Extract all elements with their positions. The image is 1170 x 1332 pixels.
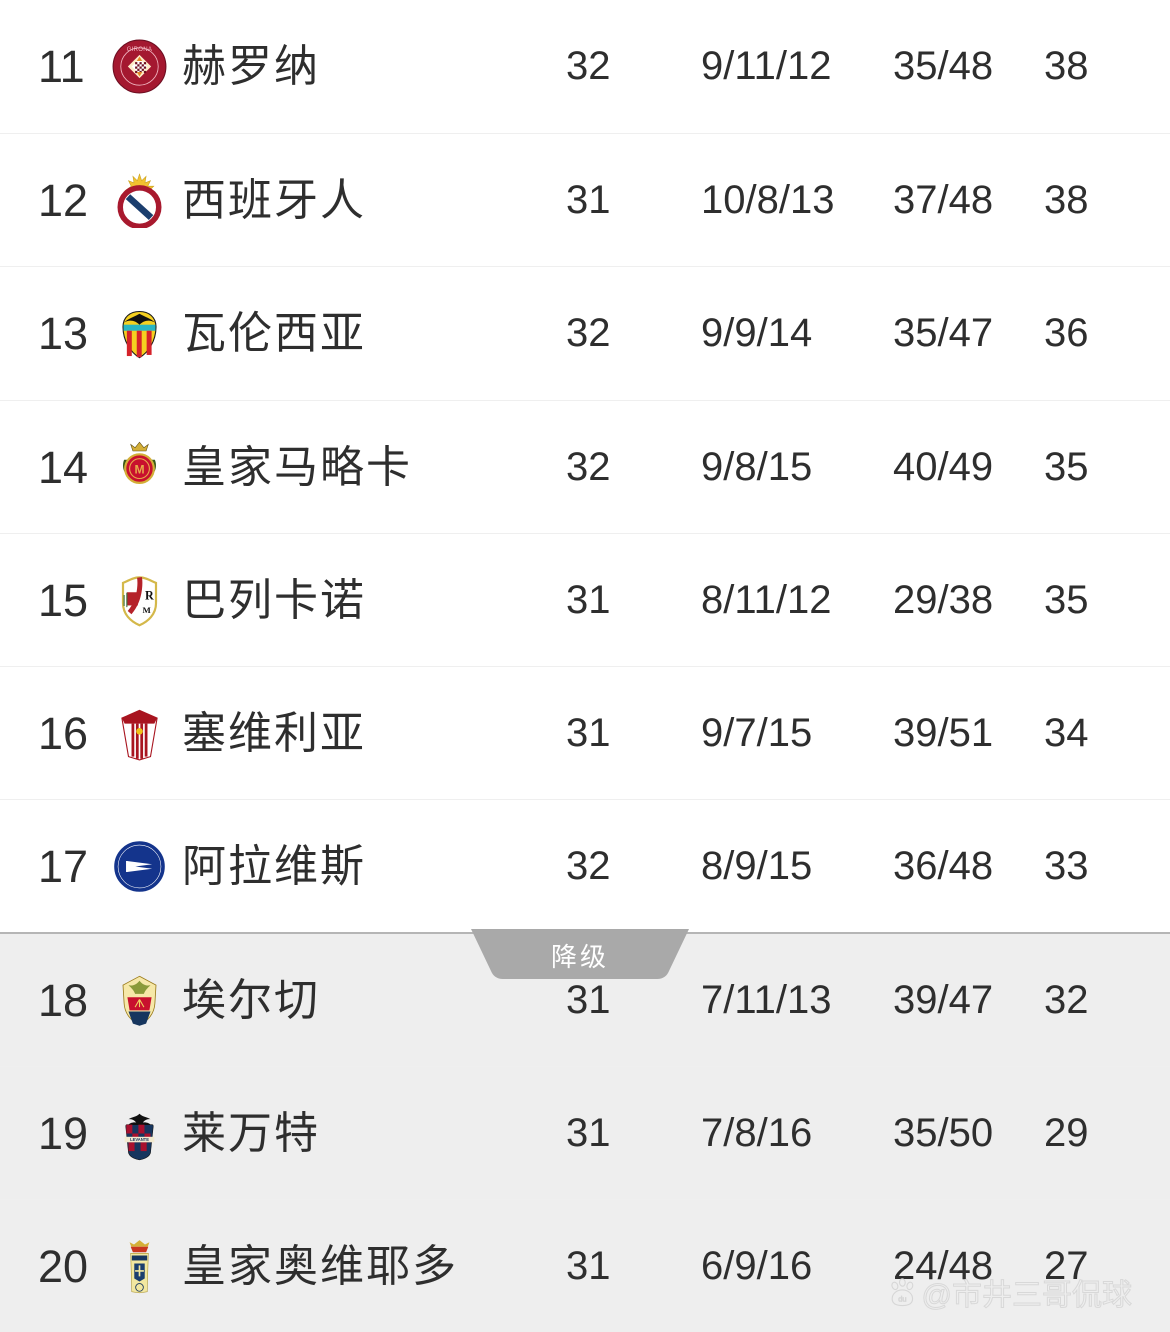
svg-text:GIRONA: GIRONA bbox=[127, 47, 153, 53]
svg-text:du: du bbox=[898, 1295, 906, 1304]
svg-text:R: R bbox=[145, 588, 154, 602]
svg-text:LEVANTE: LEVANTE bbox=[130, 1137, 149, 1142]
svg-text:M: M bbox=[134, 462, 144, 476]
svg-text:M: M bbox=[142, 605, 151, 615]
